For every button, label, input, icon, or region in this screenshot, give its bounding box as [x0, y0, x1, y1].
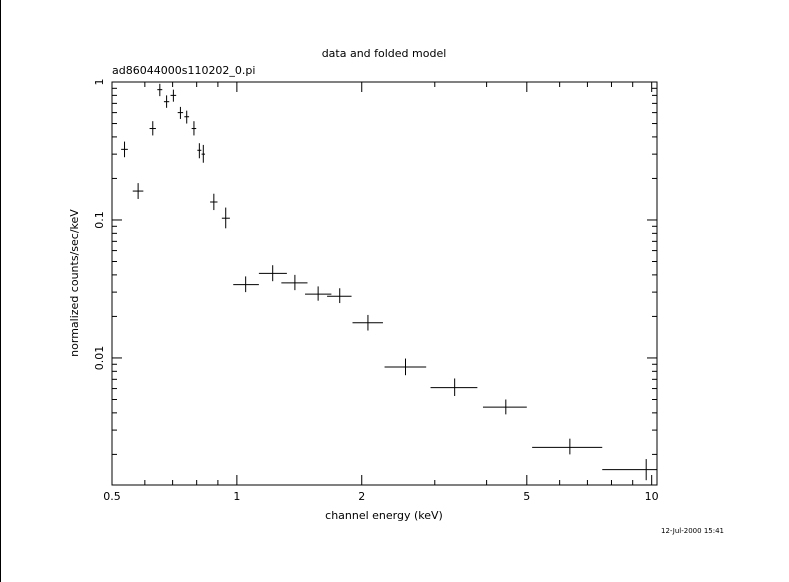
data-point [177, 106, 184, 119]
data-point [170, 89, 177, 102]
data-point [602, 459, 657, 481]
x-tick-label: 2 [358, 490, 365, 503]
data-point [121, 141, 128, 158]
timestamp: 12-Jul-2000 15:41 [661, 527, 724, 535]
window-left-edge [0, 0, 1, 582]
data-point [327, 288, 352, 304]
plot-frame [111, 81, 658, 486]
data-point [258, 265, 287, 282]
x-axis-tick-labels: 0.5 1 2 5 10 [103, 490, 658, 503]
x-tick-label: 1 [233, 490, 240, 503]
data-point [221, 207, 230, 229]
data-point [197, 143, 202, 159]
data-point [305, 286, 332, 301]
y-axis-ticks [112, 81, 657, 455]
data-point [157, 83, 163, 97]
x-axis-ticks [111, 82, 653, 485]
data-point [163, 95, 170, 108]
x-axis-label: channel energy (keV) [325, 509, 443, 522]
y-axis-label: normalized counts/sec/keV [68, 209, 81, 357]
y-axis-tick-labels: 1 0.1 0.01 [93, 79, 106, 371]
x-tick-label: 0.5 [103, 490, 121, 503]
y-tick-label: 0.1 [93, 211, 106, 229]
data-point [384, 358, 427, 376]
chart-subtitle: ad86044000s110202_0.pi [112, 64, 255, 77]
data-point [149, 121, 156, 136]
data-point [210, 193, 218, 211]
data-point [281, 274, 308, 291]
data-point [132, 183, 144, 199]
data-points [121, 83, 657, 481]
chart-title: data and folded model [322, 47, 447, 60]
y-tick-label: 0.01 [93, 346, 106, 371]
data-point [352, 314, 383, 331]
data-point [184, 110, 190, 124]
data-point [532, 438, 603, 455]
data-point [233, 276, 259, 293]
data-point [482, 399, 527, 415]
data-point [430, 378, 478, 396]
y-tick-label: 1 [93, 79, 106, 86]
x-tick-label: 10 [645, 490, 659, 503]
x-tick-label: 5 [523, 490, 530, 503]
data-point [191, 121, 197, 136]
data-point [201, 144, 206, 163]
